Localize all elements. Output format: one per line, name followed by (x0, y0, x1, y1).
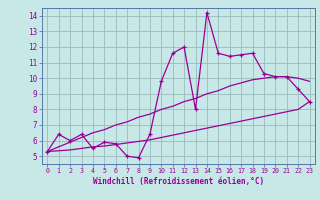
X-axis label: Windchill (Refroidissement éolien,°C): Windchill (Refroidissement éolien,°C) (93, 177, 264, 186)
